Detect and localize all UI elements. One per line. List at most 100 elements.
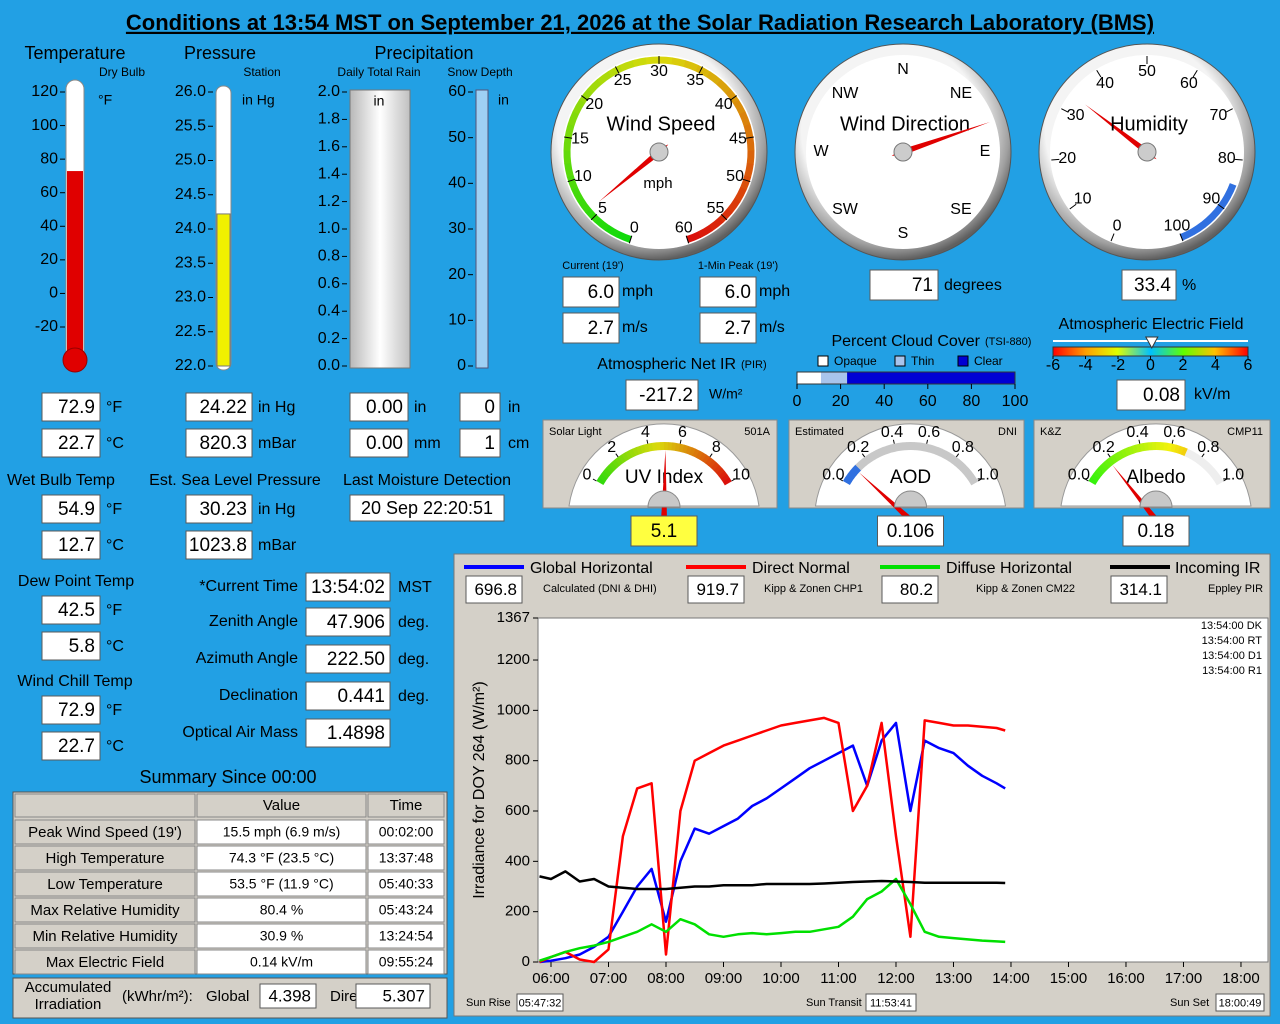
tick-mark <box>1201 453 1205 458</box>
y-tick-label: 0 <box>522 953 530 970</box>
dial-band <box>1170 443 1177 453</box>
dial-band <box>921 442 928 452</box>
dial-band <box>1187 450 1196 460</box>
readout-box <box>41 631 101 661</box>
gauge-label: 0 <box>582 467 591 484</box>
scale-label: 0.0 <box>318 357 340 374</box>
label: Atmospheric Net IR <box>597 356 736 373</box>
scale-label: 10 <box>448 312 466 329</box>
dial-band <box>671 57 687 68</box>
dial-band <box>962 467 972 477</box>
dial-band <box>1143 442 1150 451</box>
tick-mark <box>646 439 649 444</box>
readout-value: 30.23 <box>199 499 247 520</box>
gauge-label: 4 <box>641 424 650 441</box>
table-cell <box>367 949 445 975</box>
dial-band <box>1135 443 1142 453</box>
dial-band <box>1166 442 1173 452</box>
compass-label: S <box>898 225 909 242</box>
readout-box <box>355 983 431 1009</box>
label: Precipitation <box>374 43 473 63</box>
scale-label: 22.0 <box>175 357 206 374</box>
readout-value: 13:54:02 <box>311 577 385 598</box>
dial-band <box>651 442 658 451</box>
dial-band <box>1110 454 1119 464</box>
dial-band <box>710 462 720 471</box>
dial-label: 55 <box>707 200 725 217</box>
x-tick-label: 09:00 <box>705 970 743 987</box>
readout-value: 22.7 <box>58 736 95 757</box>
page-title: Conditions at 13:54 MST on September 21,… <box>126 10 1154 35</box>
dial-band <box>957 462 966 471</box>
readout-box <box>305 681 391 711</box>
gauge-label: 0.0 <box>1068 467 1090 484</box>
dial-label: 0 <box>1113 217 1122 234</box>
tick-mark <box>685 235 690 244</box>
dial-band <box>1100 461 1110 471</box>
dial-band <box>1184 448 1192 458</box>
dial-band <box>632 447 640 457</box>
label: 6 <box>1244 357 1253 374</box>
x-tick-label: 07:00 <box>590 970 628 987</box>
dial-band <box>563 149 572 164</box>
dial-label: 80 <box>1218 150 1236 167</box>
gauge-label: 0.8 <box>952 439 974 456</box>
series-line <box>539 721 1006 964</box>
label: Atmospheric Electric Field <box>1059 316 1244 333</box>
label: cm <box>508 435 529 452</box>
dial-band <box>611 459 621 468</box>
series-line <box>539 870 1006 891</box>
label: 40 <box>875 393 893 410</box>
label: mph <box>622 283 653 300</box>
readout-box <box>699 312 757 344</box>
label: deg. <box>398 614 429 631</box>
dial-band <box>671 442 677 451</box>
x-tick-label: 10:00 <box>762 970 800 987</box>
readout-value: 5.307 <box>382 986 425 1005</box>
readout-box <box>465 575 523 604</box>
dial-band <box>898 442 904 451</box>
label: *Current Time <box>199 578 298 595</box>
label: Optical Air Mass <box>182 724 298 741</box>
gauge-hub <box>893 490 928 508</box>
tick-mark <box>720 213 728 221</box>
scale-label: 0.8 <box>318 248 340 265</box>
label: Temperature <box>24 43 125 63</box>
scale-label: 60 <box>448 83 466 100</box>
dial-band <box>600 470 610 479</box>
gauge-label: 10 <box>732 467 750 484</box>
label: Sun Set <box>1170 997 1209 1009</box>
dial-band <box>858 459 867 468</box>
readout-value: 72.9 <box>58 700 95 721</box>
readout-value: 0 <box>484 397 495 418</box>
readout-value: 24.22 <box>199 397 247 418</box>
scale-label: 2.0 <box>318 83 340 100</box>
dial-band <box>608 461 618 471</box>
readout-box <box>562 276 620 308</box>
tick-mark <box>745 136 754 139</box>
dial-band <box>967 474 977 483</box>
tick-mark <box>861 453 866 458</box>
plot-area <box>537 617 1269 963</box>
label: 60 <box>919 393 937 410</box>
cloud-segment <box>820 372 848 384</box>
thermometer-bulb <box>62 347 88 373</box>
scale-label: 30 <box>448 220 466 237</box>
label: °C <box>106 738 124 755</box>
readout-value: 0.106 <box>887 521 935 542</box>
dial-label: 0 <box>630 219 639 236</box>
readout-value: 6.0 <box>725 282 751 303</box>
readout-box <box>41 392 101 422</box>
label: Percent Cloud Cover <box>831 333 980 350</box>
dial-band <box>1210 470 1220 480</box>
cloud-bar-frame <box>796 371 1016 385</box>
readout-box <box>877 515 944 547</box>
scale-label: 40 <box>448 175 466 192</box>
readout-box <box>185 428 253 458</box>
label: Last Moisture Detection <box>343 472 511 489</box>
dial-band <box>1131 444 1139 454</box>
scale-label: -20 <box>35 318 58 335</box>
label: Summary Since 00:00 <box>139 767 316 787</box>
readout-value: 05:47:32 <box>519 997 562 1009</box>
